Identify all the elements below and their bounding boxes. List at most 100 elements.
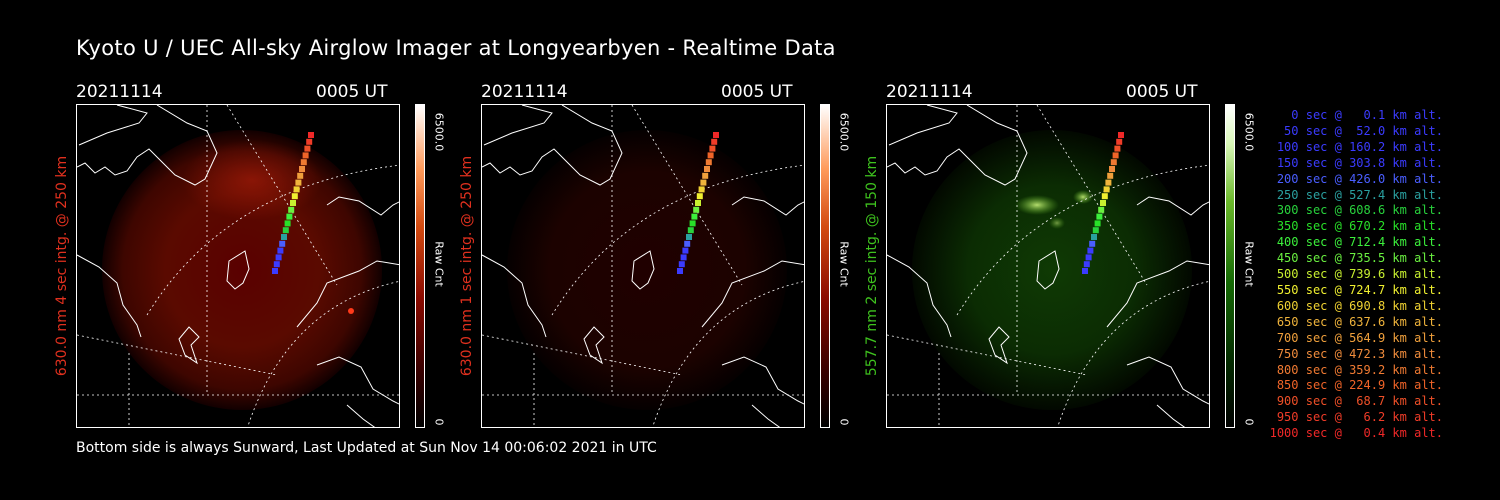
trajectory-marker: [1100, 200, 1106, 206]
trajectory-marker: [288, 206, 295, 213]
trajectory-marker: [304, 145, 311, 152]
trajectory-marker: [680, 254, 687, 261]
colorbar-min: 0: [432, 418, 446, 426]
trajectory-marker: [682, 247, 689, 254]
trajectory-marker: [713, 132, 719, 138]
colorbar-unit: Raw Cnt: [837, 241, 851, 287]
allsky-glow: [507, 130, 787, 410]
legend-row: 300 sec @ 608.6 km alt.: [1276, 203, 1443, 218]
trajectory-marker: [1082, 268, 1088, 274]
colorbar-unit: Raw Cnt: [432, 241, 446, 287]
colorbar-labels: 6500.0 Raw Cnt 0: [428, 104, 450, 428]
panel-date: 20211114: [886, 82, 973, 102]
legend-row: 750 sec @ 472.3 km alt.: [1276, 346, 1443, 361]
legend-row: 400 sec @ 712.4 km alt.: [1276, 235, 1443, 250]
trajectory-marker: [709, 145, 716, 152]
trajectory-marker: [1089, 240, 1096, 247]
colorbar-unit: Raw Cnt: [1242, 241, 1256, 287]
trajectory-marker: [691, 213, 698, 220]
airglow-image: [886, 104, 1210, 428]
legend-row: 350 sec @ 670.2 km alt.: [1276, 219, 1443, 234]
trajectory-marker: [1101, 193, 1108, 200]
trajectory-marker: [711, 138, 718, 145]
coastline-map: [77, 105, 399, 427]
trajectory-markers: [272, 132, 314, 274]
coastline-map: [887, 105, 1209, 427]
legend-row: 150 sec @ 303.8 km alt.: [1276, 155, 1443, 170]
airglow-image: [76, 104, 400, 428]
trajectory-marker: [1092, 227, 1099, 234]
trajectory-marker: [291, 193, 298, 200]
trajectory-marker: [686, 234, 692, 240]
trajectory-marker: [1107, 172, 1114, 179]
trajectory-marker: [677, 268, 683, 274]
trajectory-marker: [1091, 234, 1097, 240]
trajectory-marker: [702, 172, 709, 179]
legend-row: 0 sec @ 0.1 km alt.: [1291, 108, 1443, 122]
image-panel-557nm-2sec: 20211114 0005 UT 557.7 nm 2 sec intg. @ …: [860, 80, 1265, 432]
trajectory-marker: [302, 152, 309, 159]
trajectory-marker: [306, 138, 313, 145]
legend-row: 650 sec @ 637.6 km alt.: [1276, 314, 1443, 329]
trajectory-marker: [1083, 261, 1090, 268]
trajectory-marker: [678, 261, 685, 268]
trajectory-marker: [1110, 159, 1117, 166]
trajectory-marker: [700, 179, 707, 186]
page-title: Kyoto U / UEC All-sky Airglow Imager at …: [76, 36, 836, 60]
legend-row: 250 sec @ 527.4 km alt.: [1276, 187, 1443, 202]
colorbar: [415, 104, 425, 428]
legend-row: 500 sec @ 739.6 km alt.: [1276, 267, 1443, 282]
trajectory-marker: [1103, 186, 1110, 193]
trajectory-marker: [284, 220, 291, 227]
panel-time: 0005 UT: [316, 82, 388, 102]
trajectory-marker: [695, 200, 701, 206]
trajectory-marker: [704, 166, 710, 172]
panel-date: 20211114: [76, 82, 163, 102]
trajectory-marker: [290, 200, 296, 206]
legend-row: 450 sec @ 735.5 km alt.: [1276, 251, 1443, 266]
panel-ylabel-text: 630.0 nm 4 sec intg. @ 250 km: [54, 155, 70, 377]
trajectory-marker: [293, 186, 300, 193]
legend-row: 200 sec @ 426.0 km alt.: [1276, 171, 1443, 186]
graticule: [887, 105, 1209, 427]
graticule: [77, 105, 399, 427]
trajectory-marker: [275, 254, 282, 261]
trajectory-marker: [1116, 138, 1123, 145]
trajectory-marker: [1118, 132, 1124, 138]
trajectory-marker: [308, 132, 314, 138]
colorbar: [1225, 104, 1235, 428]
trajectory-marker: [295, 179, 302, 186]
legend-row: 550 sec @ 724.7 km alt.: [1276, 282, 1443, 297]
airglow-image: [481, 104, 805, 428]
panel-ylabel-text: 630.0 nm 1 sec intg. @ 250 km: [459, 155, 475, 377]
image-panel-630nm-1sec: 20211114 0005 UT 630.0 nm 1 sec intg. @ …: [455, 80, 860, 432]
graticule: [482, 105, 804, 427]
trajectory-marker: [281, 234, 287, 240]
trajectory-marker: [1087, 247, 1094, 254]
legend-row: 850 sec @ 224.9 km alt.: [1276, 378, 1443, 393]
coastline-map: [482, 105, 804, 427]
trajectory-marker: [282, 227, 289, 234]
trajectory-marker: [698, 186, 705, 193]
colorbar: [820, 104, 830, 428]
trajectory-marker: [297, 172, 304, 179]
legend-row: 800 sec @ 359.2 km alt.: [1276, 362, 1443, 377]
trajectory-marker: [1096, 213, 1103, 220]
trajectory-marker: [1085, 254, 1092, 261]
trajectory-marker: [1109, 166, 1115, 172]
footer-note: Bottom side is always Sunward, Last Upda…: [76, 440, 657, 456]
colorbar-max: 6500.0: [1242, 112, 1256, 152]
panel-ylabel-text: 557.7 nm 2 sec intg. @ 150 km: [864, 155, 880, 377]
legend-row: 100 sec @ 160.2 km alt.: [1276, 139, 1443, 154]
allsky-glow: [912, 130, 1192, 410]
trajectory-marker: [705, 159, 712, 166]
image-panel-630nm-4sec: 20211114 0005 UT 630.0 nm 4 sec intg. @ …: [50, 80, 455, 432]
trajectory-marker: [693, 206, 700, 213]
trajectory-markers: [677, 132, 719, 274]
colorbar-max: 6500.0: [432, 112, 446, 152]
trajectory-marker: [687, 227, 694, 234]
trajectory-marker: [286, 213, 293, 220]
trajectory-marker: [277, 247, 284, 254]
colorbar-labels: 6500.0 Raw Cnt 0: [1238, 104, 1260, 428]
legend-row: 1000 sec @ 0.4 km alt.: [1269, 426, 1443, 441]
